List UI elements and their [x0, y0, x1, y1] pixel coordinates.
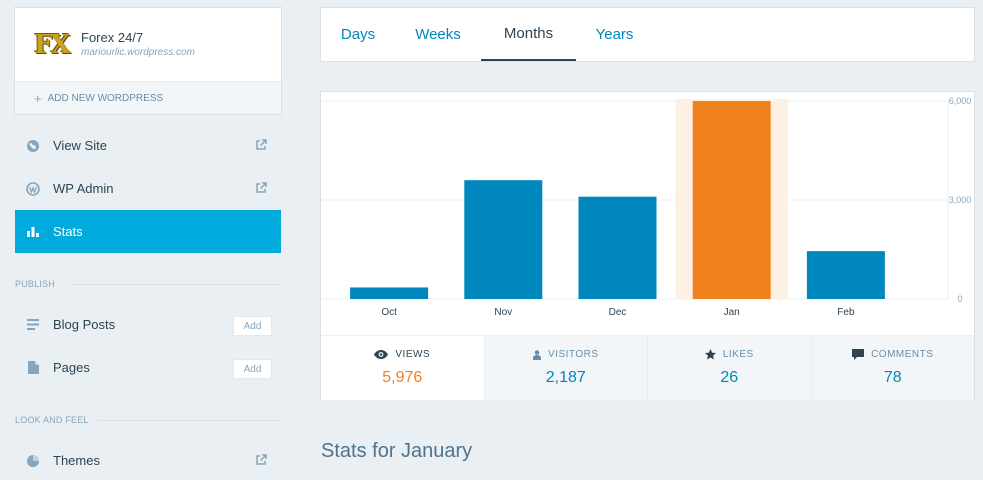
current-site[interactable]: FX Forex 24/7 mariourlic.wordpress.com: [15, 8, 281, 81]
external-link-icon: [256, 182, 267, 193]
person-icon: [533, 349, 541, 360]
stat-label: COMMENTS: [871, 349, 934, 360]
bar-oct: [350, 287, 429, 299]
stat-value: 78: [883, 369, 902, 386]
stat-value: 2,187: [545, 369, 586, 386]
bar-jan: [692, 101, 771, 299]
stats-tabs: VIEWS 5,976 VISITORS 2,187 LIKES 26 COMM…: [321, 335, 974, 400]
external-link-icon: [256, 454, 267, 465]
add-new-wordpress-button[interactable]: + ADD NEW WORDPRESS: [15, 81, 281, 114]
plus-icon: +: [34, 90, 42, 106]
stats-chart-card: 6,000 3,000 0 Oct Nov Dec Jan Feb VIEWS 5,976 V…: [321, 92, 974, 400]
section-heading-publish: PUBLISH: [15, 279, 55, 289]
sidebar-item-label: Pages: [53, 360, 90, 375]
sidebar-item-themes[interactable]: Themes: [15, 439, 281, 480]
stat-tab-visitors[interactable]: VISITORS 2,187: [483, 336, 647, 400]
stat-tab-views[interactable]: VIEWS 5,976: [321, 336, 484, 400]
sidebar-item-blog-posts[interactable]: Blog Posts Add: [15, 303, 281, 346]
stats-icon: [26, 225, 40, 239]
wordpress-icon: [26, 181, 40, 196]
bar-dec: [578, 196, 657, 299]
posts-icon: [26, 318, 40, 332]
stat-label: VISITORS: [548, 349, 599, 360]
x-tick-label: Feb: [837, 307, 855, 318]
eye-icon: [374, 350, 389, 359]
star-icon: [704, 349, 716, 360]
section-heading-look-and-feel: LOOK AND FEEL: [15, 415, 89, 425]
sidebar-item-stats[interactable]: Stats: [15, 210, 281, 253]
tab-months[interactable]: Months: [481, 8, 576, 61]
x-tick-label: Dec: [609, 307, 627, 318]
sidebar-item-label: WP Admin: [53, 181, 114, 196]
sidebar-item-label: Blog Posts: [53, 317, 116, 332]
divider: [98, 420, 281, 421]
sidebar-item-view-site[interactable]: View Site: [15, 124, 281, 167]
comment-icon: [852, 349, 865, 360]
tab-years[interactable]: Years: [595, 26, 634, 43]
y-tick-label: 6,000: [949, 96, 972, 106]
sidebar-item-wp-admin[interactable]: WP Admin: [15, 167, 281, 210]
add-page-button[interactable]: Add: [233, 359, 272, 379]
site-card[interactable]: FX Forex 24/7 mariourlic.wordpress.com +…: [15, 8, 281, 114]
external-link-icon: [256, 139, 267, 150]
add-new-wordpress-label: ADD NEW WORDPRESS: [47, 92, 164, 104]
stat-tab-likes[interactable]: LIKES 26: [647, 336, 811, 400]
x-tick-label: Oct: [381, 307, 397, 318]
bar-feb: [806, 251, 885, 299]
tab-days[interactable]: Days: [340, 26, 376, 43]
sidebar-item-label: Themes: [53, 453, 100, 468]
stat-tab-comments[interactable]: COMMENTS 78: [810, 336, 974, 400]
stat-label: VIEWS: [395, 349, 431, 360]
y-tick-label: 3,000: [949, 195, 972, 205]
page-icon: [26, 361, 40, 375]
x-tick-label: Nov: [494, 307, 512, 318]
x-tick-label: Jan: [724, 307, 740, 318]
site-title: Forex 24/7: [81, 30, 144, 45]
sidebar-item-label: View Site: [53, 138, 107, 153]
stat-value: 5,976: [382, 369, 423, 386]
site-logo: FX: [34, 30, 71, 60]
sidebar-item-label: Stats: [53, 224, 83, 239]
period-tabs: Days Weeks Months Years: [321, 8, 974, 61]
page-title: Stats for January: [321, 440, 473, 462]
bar-nov: [464, 180, 543, 299]
add-post-button[interactable]: Add: [233, 316, 272, 336]
themes-icon: [26, 454, 40, 468]
divider: [72, 284, 281, 285]
y-tick-label: 0: [957, 294, 962, 304]
globe-icon: [26, 139, 40, 153]
sidebar-item-pages[interactable]: Pages Add: [15, 346, 281, 389]
stat-value: 26: [720, 369, 739, 386]
views-bar-chart: 6,000 3,000 0 Oct Nov Dec Jan Feb: [321, 96, 972, 318]
site-url: mariourlic.wordpress.com: [81, 47, 195, 58]
stat-label: LIKES: [722, 349, 754, 360]
tab-weeks[interactable]: Weeks: [415, 26, 461, 43]
